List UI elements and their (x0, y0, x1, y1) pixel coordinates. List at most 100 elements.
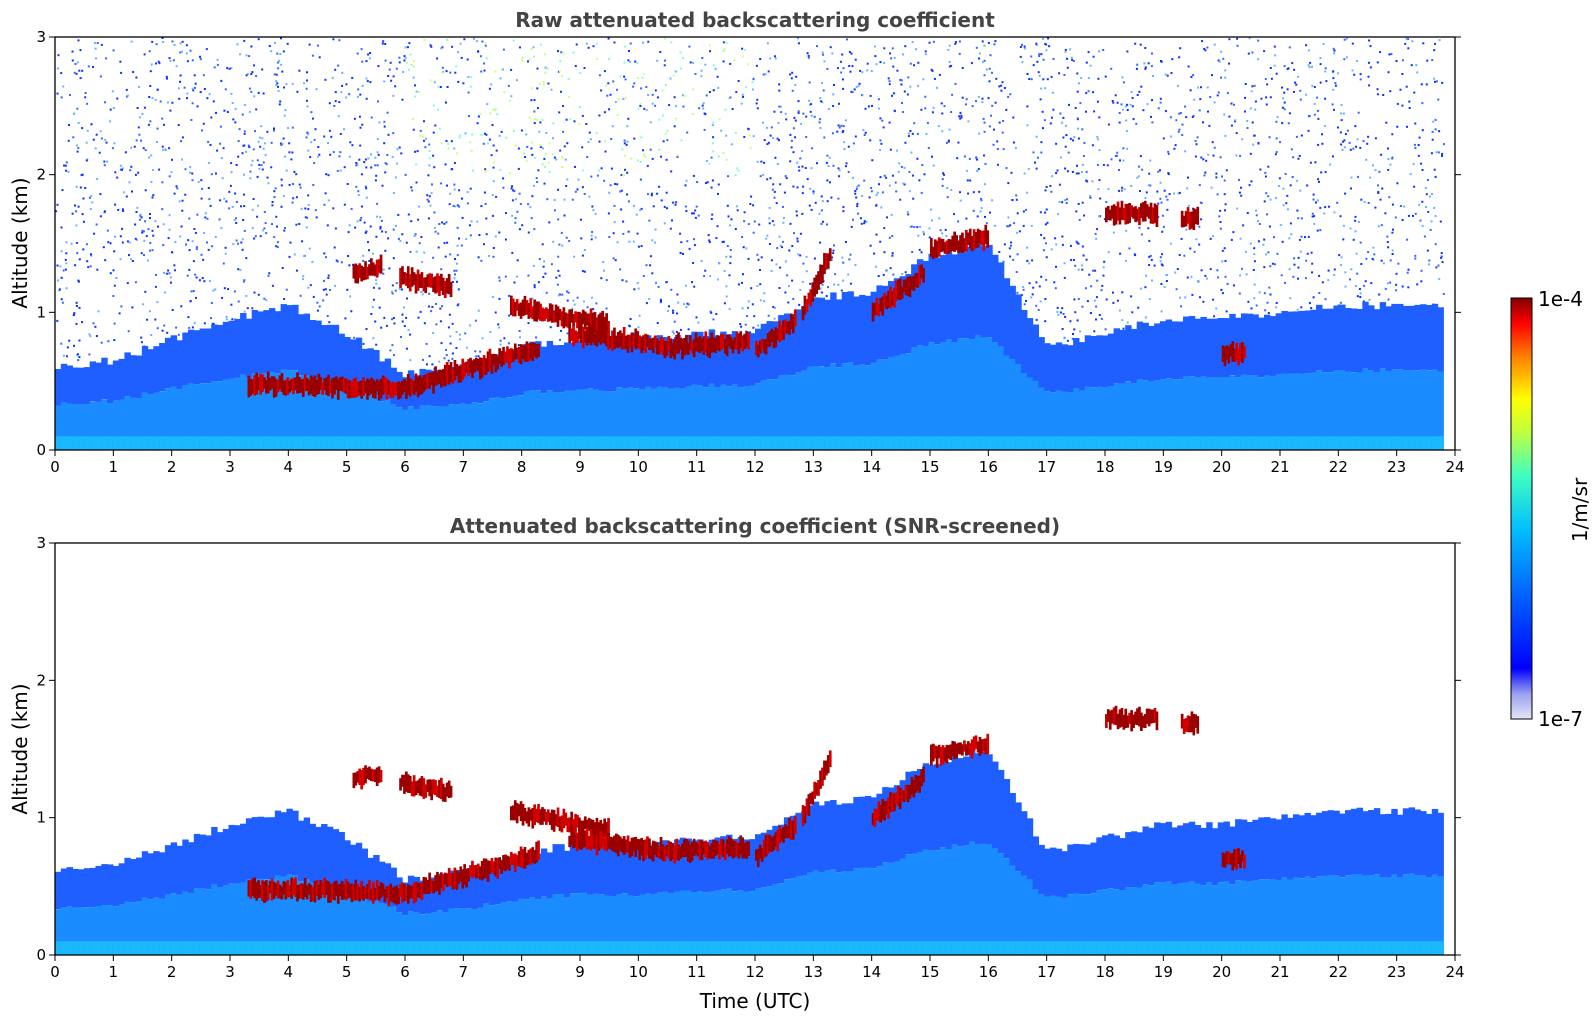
noise-pixel (757, 258, 760, 261)
cloud-column (922, 268, 925, 283)
noise-pixel (477, 115, 480, 118)
noise-pixel (725, 134, 728, 137)
noise-pixel (851, 91, 854, 94)
aerosol-column-surface (1200, 436, 1207, 450)
noise-pixel (781, 246, 783, 249)
noise-pixel (132, 71, 135, 73)
aerosol-column-lower (807, 366, 814, 450)
noise-pixel (383, 80, 386, 83)
cloud-column (756, 344, 760, 358)
cloud-column (578, 322, 581, 340)
noise-pixel (1239, 237, 1242, 240)
cloud-column (449, 281, 453, 298)
noise-pixel (137, 171, 140, 174)
noise-pixel (465, 346, 468, 349)
noise-pixel (685, 210, 688, 212)
noise-pixel (747, 257, 750, 260)
cloud-column (708, 337, 711, 359)
aerosol-column-lower (598, 390, 606, 450)
noise-pixel (553, 209, 556, 212)
aerosol-column-upper (691, 331, 698, 385)
noise-pixel (1026, 105, 1029, 108)
noise-pixel (948, 128, 951, 131)
noise-pixel (140, 139, 142, 142)
aerosol-column-upper (309, 320, 316, 379)
noise-pixel (1311, 212, 1314, 215)
noise-pixel (796, 37, 799, 40)
noise-pixel (996, 163, 999, 166)
noise-pixel (1149, 184, 1152, 187)
noise-pixel (1175, 288, 1178, 291)
aerosol-column-upper (830, 292, 837, 364)
noise-pixel (1353, 73, 1356, 76)
noise-pixel (1235, 132, 1238, 135)
noise-pixel (1074, 264, 1077, 267)
noise-pixel (216, 58, 219, 61)
noise-pixel (1205, 159, 1208, 162)
noise-pixel (1268, 286, 1271, 289)
noise-pixel (56, 92, 59, 95)
noise-pixel (650, 192, 653, 195)
noise-pixel (977, 95, 980, 98)
aerosol-column-lower (1223, 377, 1230, 450)
noise-pixel (147, 123, 150, 126)
noise-pixel (1428, 263, 1430, 266)
aerosol-column-lower (1269, 376, 1277, 450)
noise-pixel (873, 252, 876, 255)
noise-pixel (1049, 184, 1052, 187)
cloud-column (778, 320, 781, 342)
aerosol-column-surface (141, 941, 149, 955)
aerosol-column-upper (1217, 318, 1225, 378)
noise-pixel (77, 122, 80, 124)
noise-pixel (481, 40, 484, 43)
aerosol-column-upper (523, 343, 530, 392)
noise-pixel (1356, 138, 1359, 141)
noise-pixel (931, 69, 934, 72)
noise-pixel (1255, 214, 1258, 217)
noise-pixel (257, 38, 260, 41)
noise-pixel (555, 158, 558, 161)
cloud-column (259, 373, 262, 395)
noise-pixel (1100, 289, 1103, 292)
noise-pixel (1275, 72, 1278, 75)
noise-pixel (1428, 259, 1431, 262)
aerosol-column-upper (83, 367, 91, 405)
cloud-column (659, 337, 663, 352)
aerosol-column-lower (83, 907, 91, 955)
cloud-column (760, 338, 764, 350)
cloud-column (331, 378, 334, 399)
cloud-column (389, 383, 393, 398)
noise-pixel (559, 149, 562, 152)
noise-pixel (1045, 256, 1048, 259)
aerosol-column-lower (251, 373, 259, 450)
aerosol-column-surface (136, 941, 143, 955)
noise-pixel (760, 256, 763, 259)
cloud-column (595, 330, 599, 347)
noise-pixel (791, 279, 794, 282)
cloud-column (611, 330, 614, 351)
noise-pixel (557, 269, 560, 272)
noise-pixel (228, 207, 231, 210)
noise-pixel (441, 66, 444, 69)
noise-pixel (388, 68, 391, 71)
aerosol-column-lower (1304, 373, 1311, 450)
cloud-column (815, 274, 818, 295)
noise-pixel (463, 38, 466, 41)
noise-pixel (975, 100, 977, 103)
aerosol-column-lower (702, 387, 710, 450)
noise-pixel (809, 187, 812, 190)
noise-pixel (912, 174, 914, 177)
noise-pixel (1264, 171, 1267, 174)
noise-pixel (763, 300, 766, 303)
noise-pixel (207, 187, 210, 189)
noise-pixel (175, 185, 178, 188)
noise-pixel (1290, 233, 1293, 236)
noise-pixel (1089, 312, 1092, 314)
noise-pixel (369, 225, 372, 228)
aerosol-column-lower (286, 370, 293, 450)
noise-pixel (335, 259, 338, 262)
noise-pixel (1343, 146, 1346, 149)
noise-pixel (324, 192, 327, 195)
noise-pixel (853, 88, 856, 91)
aerosol-column-surface (147, 941, 154, 955)
